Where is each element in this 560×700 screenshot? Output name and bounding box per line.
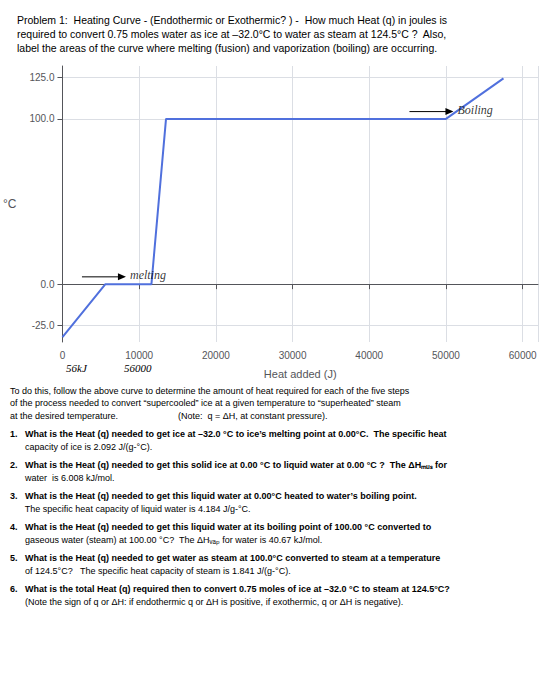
svg-text:Heat added (J): Heat added (J) (264, 368, 337, 380)
svg-text:at the desired temperature.: at the desired temperature. (Note: q = Δ… (10, 411, 327, 421)
svg-text:2. What is the Heat (q) need: 2. What is the Heat (q) needed to get th… (10, 460, 448, 470)
svg-text:label the areas of the curve w: label the areas of the curve where melti… (17, 42, 437, 54)
svg-text:Boiling: Boiling (457, 103, 492, 117)
svg-text:of 124.5°C? The specific hea: of 124.5°C? The specific heat capacity o… (10, 566, 291, 576)
svg-text:1. What is the Heat (q) need: 1. What is the Heat (q) needed to get ic… (10, 429, 446, 439)
svg-text:5. What is the Heat (q) need: 5. What is the Heat (q) needed to get wa… (10, 553, 440, 563)
svg-text:30000: 30000 (279, 350, 307, 361)
svg-text:capacity of ice is 2.092 J/(g-: capacity of ice is 2.092 J/(g-°C). (10, 442, 152, 452)
svg-text:-25.0: -25.0 (32, 320, 55, 331)
svg-text:melting: melting (130, 268, 166, 282)
svg-text:20000: 20000 (202, 350, 230, 361)
svg-text:°C: °C (3, 197, 17, 211)
svg-text:6. What is the total Heat (q: 6. What is the total Heat (q) required t… (10, 584, 450, 594)
svg-text:Problem 1: Heating Curve - (E: Problem 1: Heating Curve - (Endothermic … (17, 14, 447, 26)
svg-text:The specific heat capacity of: The specific heat capacity of liquid wat… (10, 504, 251, 514)
svg-text:gaseous water (steam) at 100.0: gaseous water (steam) at 100.00 °C? The … (10, 535, 322, 546)
svg-text:of the process needed to conve: of the process needed to convert “superc… (10, 398, 401, 408)
svg-text:(Note the sign of q or ΔH: if: (Note the sign of q or ΔH: if endothermi… (10, 597, 403, 607)
svg-text:4. What is the Heat (q) need: 4. What is the Heat (q) needed to get th… (10, 522, 432, 532)
svg-text:10000: 10000 (125, 350, 153, 361)
svg-text:100.0: 100.0 (29, 113, 54, 124)
svg-text:water is 6.008 kJ/mol.: water is 6.008 kJ/mol. (10, 473, 115, 483)
svg-text:0: 0 (60, 350, 66, 361)
svg-text:60000: 60000 (509, 350, 537, 361)
svg-text:To do this, follow the above c: To do this, follow the above curve to de… (10, 386, 410, 396)
svg-text:125.0: 125.0 (29, 72, 54, 83)
svg-text:0.0: 0.0 (41, 279, 55, 290)
svg-text:3. What is the Heat (q) need: 3. What is the Heat (q) needed to get th… (10, 491, 417, 501)
svg-text:40000: 40000 (355, 350, 383, 361)
svg-text:56kJ: 56kJ (66, 362, 88, 374)
svg-text:50000: 50000 (432, 350, 460, 361)
svg-text:56000: 56000 (124, 362, 152, 374)
svg-text:required to convert 0.75 moles: required to convert 0.75 moles water as … (17, 28, 446, 40)
